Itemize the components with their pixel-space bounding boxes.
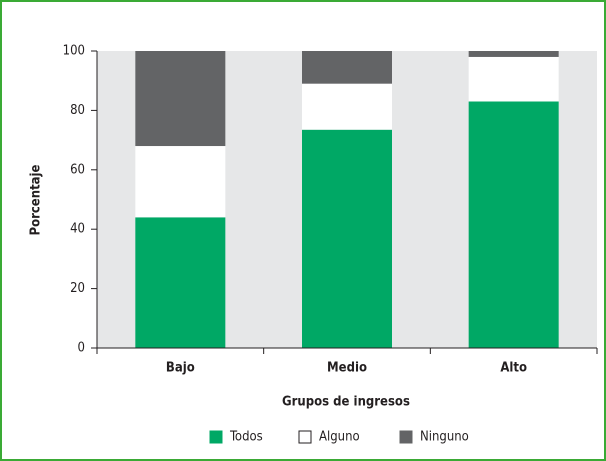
legend-swatch: [209, 430, 223, 444]
y-tick-label: 0: [78, 341, 85, 356]
legend-swatch: [298, 430, 312, 444]
bar-segment: [302, 51, 392, 84]
y-tick-label: 80: [70, 103, 85, 118]
bar-segment: [468, 56, 559, 102]
bar-segment: [302, 83, 392, 130]
legend-label: Alguno: [319, 430, 360, 445]
legend-label: Todos: [229, 430, 263, 445]
bar-segment: [468, 101, 559, 349]
y-tick-label: 20: [70, 281, 85, 296]
legend-label: Ninguno: [420, 430, 469, 445]
y-tick-label: 60: [70, 162, 85, 177]
x-tick-label: Alto: [500, 361, 527, 376]
bar-segment: [135, 146, 226, 218]
bar-segment: [468, 51, 559, 57]
x-tick-label: Medio: [327, 361, 367, 376]
bar-segment: [302, 129, 392, 348]
x-tick-label: Bajo: [166, 361, 195, 376]
bar-segment: [135, 217, 226, 348]
bar-segment: [135, 51, 226, 147]
y-tick-label: 100: [63, 44, 85, 59]
x-axis-label: Grupos de ingresos: [282, 395, 410, 410]
y-tick-label: 40: [70, 222, 85, 237]
legend-swatch: [399, 430, 413, 444]
y-axis-label: Porcentaje: [29, 164, 44, 235]
